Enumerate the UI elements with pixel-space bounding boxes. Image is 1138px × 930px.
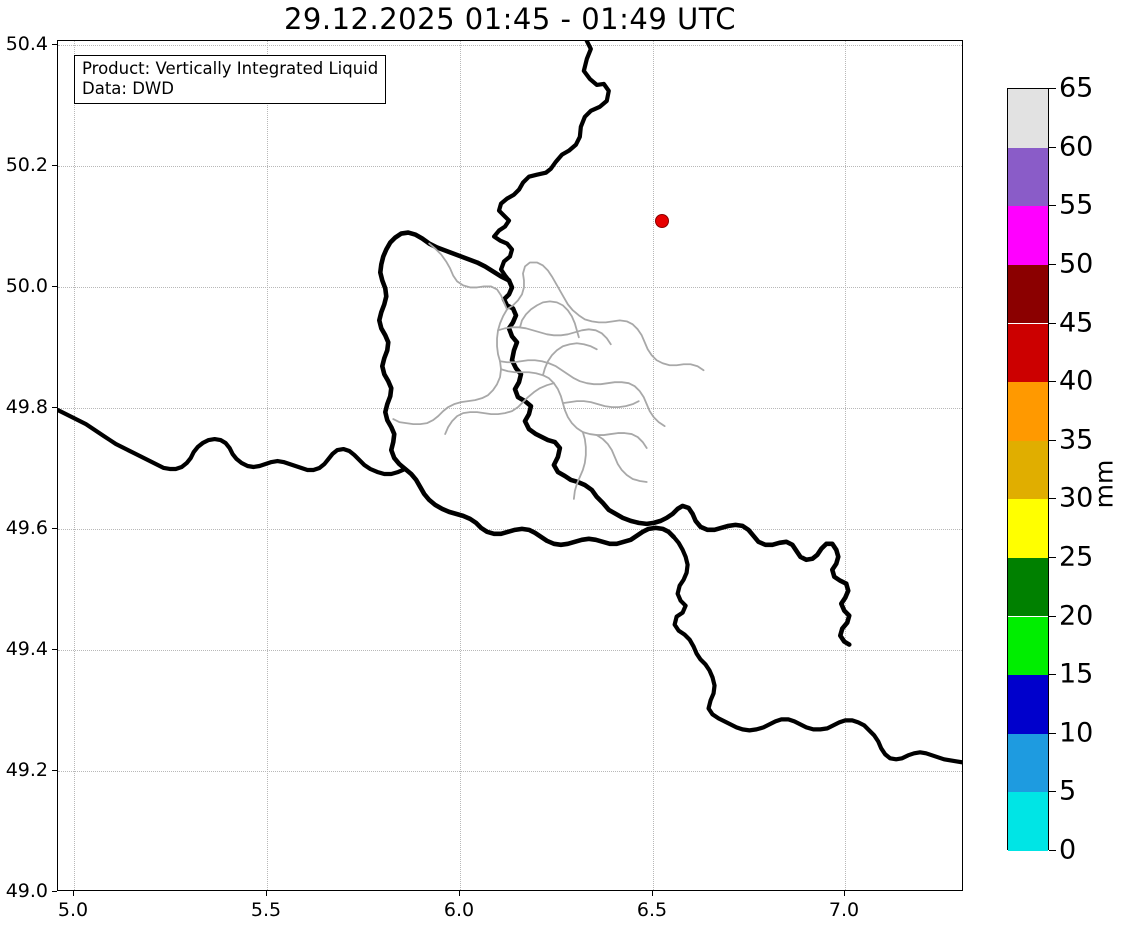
colorbar-tick xyxy=(1049,263,1056,265)
colorbar-tick xyxy=(1049,439,1056,441)
colorbar-band-10-15 xyxy=(1008,675,1048,734)
colorbar-tick xyxy=(1049,615,1056,617)
colorbar-tick xyxy=(1049,146,1056,148)
colorbar-tick-label: 15 xyxy=(1059,658,1094,690)
radar-site-marker[interactable] xyxy=(655,214,669,228)
x-tick xyxy=(266,891,267,896)
colorbar-tick-label: 55 xyxy=(1059,189,1094,221)
colorbar[interactable] xyxy=(1007,88,1049,851)
border-germany-france xyxy=(671,534,962,765)
colorbar-tick-label: 35 xyxy=(1059,424,1094,456)
y-tick xyxy=(52,528,57,529)
gridline-vertical xyxy=(460,41,461,890)
y-tick xyxy=(52,649,57,650)
x-tick xyxy=(844,891,845,896)
colorbar-band-15-20 xyxy=(1008,616,1048,676)
y-tick xyxy=(52,44,57,45)
x-tick xyxy=(73,891,74,896)
colorbar-band-5-10 xyxy=(1008,733,1048,793)
border-belgium-france xyxy=(58,408,408,477)
map-geometry xyxy=(58,41,962,765)
colorbar-tick-label: 60 xyxy=(1059,131,1094,163)
colorbar-tick xyxy=(1049,381,1056,383)
colorbar-band-0-5 xyxy=(1008,792,1048,851)
y-tick xyxy=(52,407,57,408)
y-tick-label: 49.8 xyxy=(5,396,48,418)
colorbar-tick-label: 50 xyxy=(1059,248,1094,280)
colorbar-tick-label: 30 xyxy=(1059,482,1094,514)
x-tick xyxy=(459,891,460,896)
y-tick xyxy=(52,286,57,287)
gridline-vertical xyxy=(653,41,654,890)
colorbar-tick-label: 25 xyxy=(1059,541,1094,573)
x-tick-label: 6.5 xyxy=(636,899,668,921)
y-tick-label: 49.0 xyxy=(5,880,48,902)
colorbar-band-45-50 xyxy=(1008,264,1048,324)
colorbar-tick xyxy=(1049,674,1056,676)
colorbar-unit-label: mm xyxy=(1089,459,1119,509)
border-luxembourg-west-south xyxy=(376,230,676,548)
y-tick-label: 49.4 xyxy=(5,638,48,660)
colorbar-tick xyxy=(1049,322,1056,324)
colorbar-tick xyxy=(1049,556,1056,558)
colorbar-tick xyxy=(1049,498,1056,500)
y-tick-label: 49.2 xyxy=(5,759,48,781)
colorbar-tick-label: 40 xyxy=(1059,365,1094,397)
colorbar-tick-label: 10 xyxy=(1059,717,1094,749)
x-tick-label: 5.0 xyxy=(57,899,89,921)
border-belgium-germany xyxy=(491,41,611,283)
y-tick-label: 50.4 xyxy=(5,33,48,55)
luxembourg-canton-boundaries xyxy=(392,242,705,500)
gridline-horizontal xyxy=(58,45,962,46)
gridline-horizontal xyxy=(58,166,962,167)
colorbar-tick xyxy=(1049,88,1056,89)
colorbar-band-40-45 xyxy=(1008,323,1048,383)
y-tick xyxy=(52,891,57,892)
y-tick-label: 49.6 xyxy=(5,517,48,539)
y-tick xyxy=(52,165,57,166)
data-source-line: Data: DWD xyxy=(82,79,174,99)
colorbar-tick-label: 0 xyxy=(1059,834,1077,866)
gridline-horizontal xyxy=(58,408,962,409)
x-tick-label: 6.0 xyxy=(443,899,475,921)
colorbar-tick xyxy=(1049,791,1056,793)
x-tick-label: 5.5 xyxy=(250,899,282,921)
colorbar-tick-label: 5 xyxy=(1059,775,1077,807)
colorbar-band-30-35 xyxy=(1008,440,1048,500)
page-title: 29.12.2025 01:45 - 01:49 UTC xyxy=(283,2,737,36)
gridline-horizontal xyxy=(58,771,962,772)
product-info-box: Product: Vertically Integrated Liquid Da… xyxy=(74,55,387,105)
colorbar-tick xyxy=(1049,732,1056,734)
colorbar-band-35-40 xyxy=(1008,382,1048,441)
gridline-vertical xyxy=(845,41,846,890)
gridline-horizontal xyxy=(58,650,962,651)
colorbar-band-60-65 xyxy=(1008,89,1048,148)
colorbar-tick-label: 45 xyxy=(1059,307,1094,338)
x-tick xyxy=(652,891,653,896)
colorbar-band-20-25 xyxy=(1008,557,1048,617)
colorbar-tick-label: 20 xyxy=(1059,600,1094,631)
y-tick xyxy=(52,770,57,771)
colorbar-band-25-30 xyxy=(1008,499,1048,558)
gridline-vertical xyxy=(74,41,75,890)
colorbar-tick-label: 65 xyxy=(1059,72,1094,104)
colorbar-band-50-55 xyxy=(1008,206,1048,265)
map-plot-area[interactable]: Product: Vertically Integrated Liquid Da… xyxy=(57,40,963,891)
colorbar-tick xyxy=(1049,850,1056,851)
y-tick-label: 50.0 xyxy=(5,275,48,297)
border-luxembourg-east xyxy=(837,581,852,647)
x-tick-label: 7.0 xyxy=(828,899,860,921)
colorbar-band-55-60 xyxy=(1008,147,1048,207)
colorbar-tick xyxy=(1049,205,1056,207)
product-line: Product: Vertically Integrated Liquid xyxy=(82,59,379,78)
y-tick-label: 50.2 xyxy=(5,154,48,176)
